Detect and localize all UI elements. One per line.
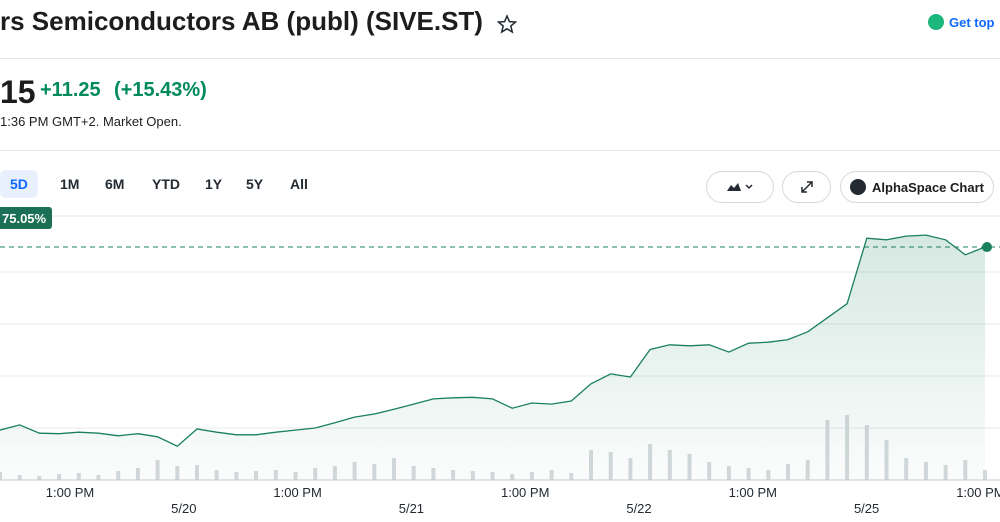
change: +11.25 (40, 79, 101, 101)
range-tab[interactable]: 5Y (246, 176, 264, 192)
cta-text: Get top (949, 14, 995, 30)
icon (928, 14, 944, 30)
icon (800, 181, 813, 193)
divider (0, 58, 1000, 59)
range-tab[interactable]: 5D (0, 170, 38, 198)
badge-text: 75.05% (2, 211, 47, 226)
x-tick-label: 5/21 (399, 501, 424, 516)
title: rs Semiconductors AB (publ) (SIVE.ST) (0, 6, 483, 36)
price: 15 (0, 74, 36, 110)
badge-bg (0, 207, 52, 229)
area (0, 235, 985, 480)
icon (850, 179, 866, 195)
icon (727, 183, 753, 191)
range-tab[interactable]: 6M (105, 176, 125, 192)
chart-type-button[interactable] (706, 171, 774, 203)
x-tick-label: 1:00 PM (956, 485, 1000, 500)
alphaspace-button[interactable]: AlphaSpace Chart (840, 171, 994, 203)
range-tab[interactable]: All (290, 176, 308, 192)
range-tab[interactable]: YTD (152, 176, 180, 192)
button-text: AlphaSpace Chart (872, 179, 984, 195)
x-tick-label: 1:00 PM (501, 485, 549, 500)
price-line (0, 234, 986, 447)
market-status: 1:36 PM GMT+2. Market Open. (0, 114, 182, 129)
x-tick-label: 5/22 (626, 501, 651, 516)
x-tick-label: 1:00 PM (46, 485, 94, 500)
range-tab[interactable]: 1M (60, 176, 80, 192)
x-tick-label: 5/25 (854, 501, 879, 516)
x-tick-label: 1:00 PM (729, 485, 777, 500)
change-pct: (+15.43%) (114, 79, 207, 101)
x-tick-label: 5/20 (171, 501, 196, 516)
get-top-button[interactable]: Get top (928, 14, 995, 30)
last-price-dot (982, 242, 992, 253)
star-icon[interactable] (497, 14, 517, 34)
fullscreen-button[interactable] (782, 171, 831, 203)
divider (0, 150, 1000, 151)
range-tab[interactable]: 1Y (205, 176, 223, 192)
x-tick-label: 1:00 PM (273, 485, 321, 500)
